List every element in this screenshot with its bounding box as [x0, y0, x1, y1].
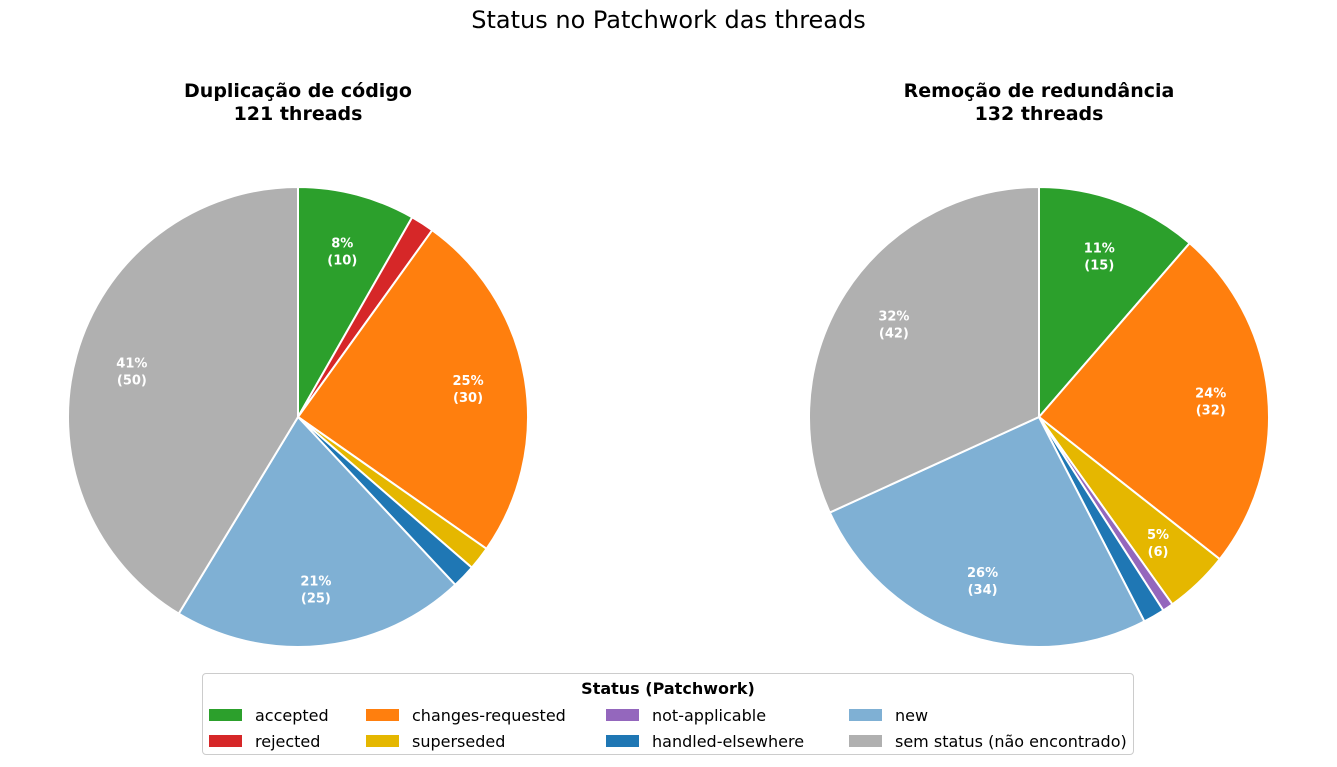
pie-slice-count-label: (42)	[879, 327, 909, 342]
pie-slice-percent-label: 11%	[1084, 241, 1115, 256]
legend-item-changes-requested: changes-requested	[366, 704, 566, 726]
figure-title: Status no Patchwork das threads	[471, 6, 866, 34]
pie-slice-count-label: (6)	[1148, 545, 1169, 560]
pie-slice-percent-label: 24%	[1195, 387, 1226, 402]
pie-slice-percent-label: 21%	[300, 575, 331, 590]
legend-item-sem-status-n-o-encontrado: sem status (não encontrado)	[849, 730, 1127, 752]
pie-slice-changes-requested	[296, 228, 529, 551]
pie-title-line1: Duplicação de código	[184, 80, 412, 102]
legend-label: handled-elsewhere	[652, 731, 805, 751]
pie-slice-changes-requested	[1037, 241, 1270, 561]
pie-slice-sem-status-n-o-encontrado	[808, 185, 1040, 514]
legend-swatch	[366, 735, 399, 747]
legend-item-not-applicable: not-applicable	[606, 704, 766, 726]
pie-slice-count-label: (25)	[301, 592, 331, 607]
legend-swatch	[366, 709, 399, 721]
pie-slice-accepted	[1038, 185, 1192, 420]
pie-title-line2: 121 threads	[233, 103, 363, 125]
pie-slice-count-label: (32)	[1196, 404, 1226, 419]
pie-slice-percent-label: 25%	[452, 374, 483, 389]
legend-swatch	[606, 709, 639, 721]
pie-slice-count-label: (34)	[968, 583, 998, 598]
legend-item-superseded: superseded	[366, 730, 505, 752]
legend-swatch	[849, 709, 882, 721]
legend-item-rejected: rejected	[209, 730, 320, 752]
pie-title-duplicacao: Duplicação de código 121 threads	[68, 80, 528, 126]
pie-slice-count-label: (10)	[327, 253, 357, 268]
pie-slice-sem-status-n-o-encontrado	[67, 185, 299, 616]
legend-item-accepted: accepted	[209, 704, 329, 726]
pie-slice-count-label: (30)	[453, 391, 483, 406]
legend-item-new: new	[849, 704, 928, 726]
legend-label: sem status (não encontrado)	[895, 731, 1127, 751]
pie-slice-percent-label: 41%	[116, 357, 147, 372]
pie-title-line2: 132 threads	[974, 103, 1104, 125]
legend-title: Status (Patchwork)	[581, 679, 755, 698]
pie-slice-percent-label: 5%	[1147, 528, 1169, 543]
legend-label: not-applicable	[652, 705, 767, 725]
legend-label: accepted	[255, 705, 329, 725]
pie-1: 11% (15) 24% (32) 5% (6) 26% (34) 32% (42)	[808, 185, 1270, 648]
legend-label: new	[895, 705, 929, 725]
legend-swatch	[606, 735, 639, 747]
legend-label: rejected	[255, 731, 321, 751]
legend-swatch	[209, 735, 242, 747]
pie-title-line1: Remoção de redundância	[903, 80, 1175, 102]
legend-swatch	[849, 735, 882, 747]
legend-label: superseded	[412, 731, 506, 751]
pie-slice-count-label: (15)	[1084, 258, 1114, 273]
pie-slice-new	[177, 415, 457, 648]
pie-slice-count-label: (50)	[117, 374, 147, 389]
pie-slice-new	[828, 415, 1146, 648]
pie-slice-accepted	[297, 185, 414, 421]
pie-slice-percent-label: 32%	[878, 310, 909, 325]
pie-slice-percent-label: 26%	[967, 566, 998, 581]
pie-0: 8% (10) 25% (30) 21% (25) 41% (50)	[67, 185, 529, 648]
legend-label: changes-requested	[412, 705, 566, 725]
pie-slice-percent-label: 8%	[331, 236, 353, 251]
legend-swatch	[209, 709, 242, 721]
legend-item-handled-elsewhere: handled-elsewhere	[606, 730, 804, 752]
pie-title-remocao: Remoção de redundância 132 threads	[809, 80, 1269, 126]
legend: Status (Patchwork) accepted rejected chang…	[202, 673, 1134, 755]
